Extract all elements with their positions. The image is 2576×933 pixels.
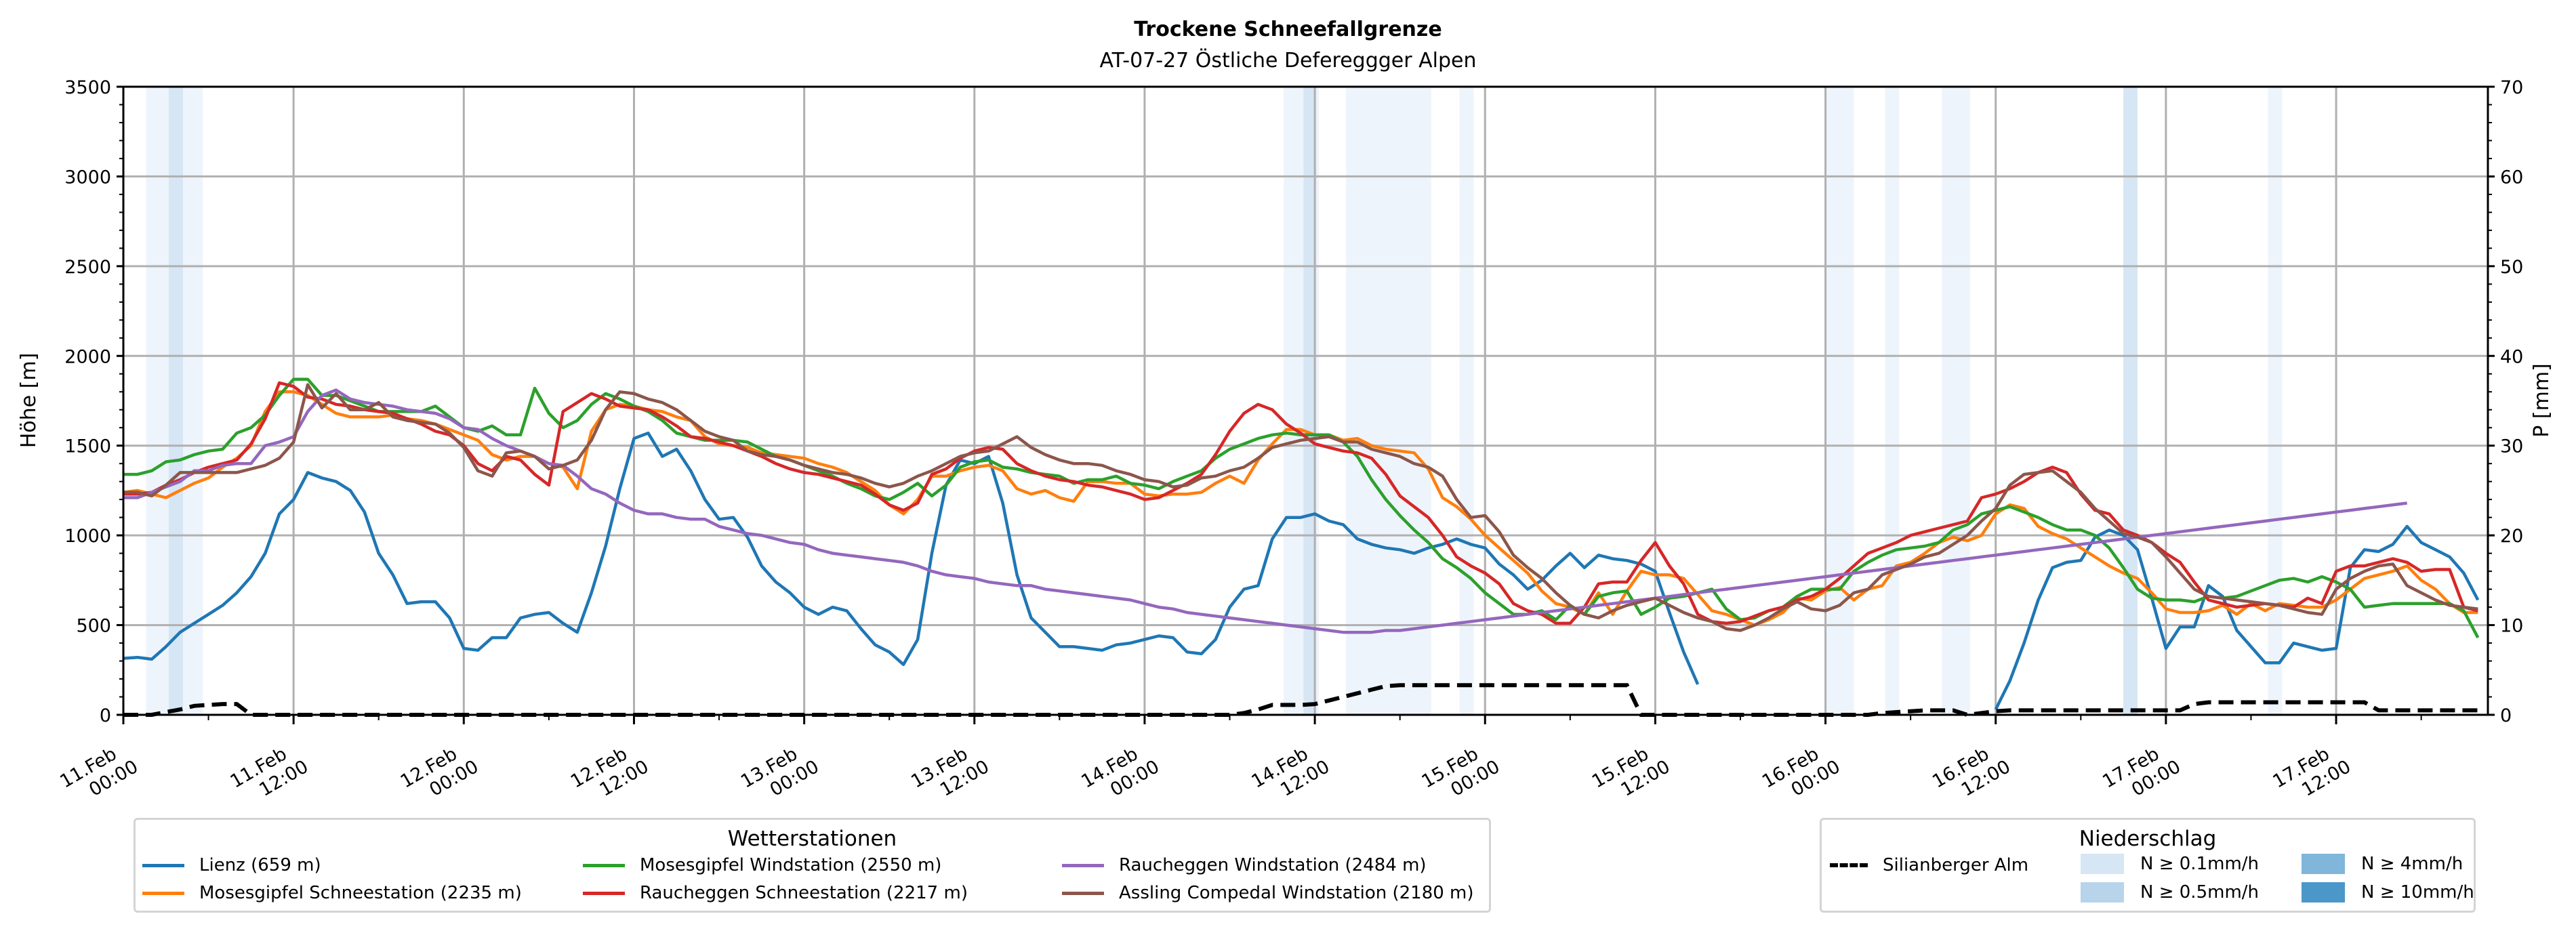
legend-swatch: [1062, 863, 1104, 867]
precip-band: [168, 87, 183, 715]
legend-stations-title: Wetterstationen: [727, 827, 897, 851]
plot-frame: [122, 85, 2489, 716]
legend-swatch: [583, 863, 625, 867]
legend-swatch: [1062, 891, 1104, 895]
legend-item-lienz: Lienz (659 m): [142, 855, 321, 875]
y-tick-label-right: 70: [2500, 77, 2523, 98]
legend-stations: Wetterstationen Lienz (659 m) Mosesgipfe…: [134, 818, 1491, 913]
legend-label: Mosesgipfel Schneestation (2235 m): [199, 883, 522, 903]
precip-band: [1942, 87, 1971, 715]
y-tick-label-left: 3000: [64, 167, 111, 188]
legend-label: N ≥ 10mm/h: [2361, 882, 2474, 903]
legend-label: Lienz (659 m): [199, 855, 321, 875]
series-lines: [123, 377, 2480, 718]
precip-band: [2123, 87, 2138, 715]
precip-band: [1459, 87, 1474, 715]
series-line-5: [123, 383, 2478, 632]
y-tick-label-left: 1000: [64, 526, 111, 547]
y-axis-label-left: Höhe [m]: [17, 353, 41, 449]
legend-item-mosesgipfel-windstation: Mosesgipfel Windstation (2550 m): [583, 855, 941, 875]
legend-swatch: [142, 863, 184, 867]
legend-precipitation-title: Niederschlag: [2079, 827, 2217, 851]
y-tick-label-left: 2000: [64, 346, 111, 367]
legend-label: Mosesgipfel Windstation (2550 m): [640, 855, 942, 875]
y-tick-label-right: 10: [2500, 616, 2523, 637]
y-tick-label-right: 50: [2500, 257, 2523, 278]
legend-precipitation: Niederschlag Silianberger Alm N ≥ 0.1mm/…: [1820, 818, 2476, 913]
legend-item-silianberger-alm: Silianberger Alm: [1830, 855, 2028, 875]
y-tick-label-right: 0: [2500, 705, 2512, 726]
chart-title: Trockene Schneefallgrenze: [1134, 18, 1442, 41]
legend-item-assling-compedal-windstation: Assling Compedal Windstation (2180 m): [1062, 883, 1474, 903]
legend-swatch-box: [2302, 854, 2345, 874]
legend-label: Assling Compedal Windstation (2180 m): [1119, 883, 1474, 903]
precip-band: [1825, 87, 1854, 715]
legend-label: N ≥ 0.5mm/h: [2140, 882, 2260, 903]
chart-subtitle: AT-07-27 Östliche Defereggger Alpen: [1099, 49, 1477, 72]
y-tick-label-left: 2500: [64, 257, 111, 278]
grid-lines: [123, 87, 2488, 715]
y-tick-label-right: 60: [2500, 167, 2523, 188]
legend-item-precip-10: N ≥ 10mm/h: [2302, 882, 2474, 903]
precip-band: [1303, 87, 1317, 715]
legend-swatch-box: [2081, 854, 2124, 874]
precipitation-bands: [146, 87, 2283, 715]
legend-item-precip-4: N ≥ 4mm/h: [2302, 854, 2463, 874]
legend-item-precip-0-5: N ≥ 0.5mm/h: [2081, 882, 2259, 903]
legend-swatch: [142, 891, 184, 895]
y-tick-label-right: 40: [2500, 346, 2523, 367]
legend-swatch-dashed: [1830, 863, 1868, 867]
y-tick-label-right: 30: [2500, 436, 2523, 457]
precip-band: [2268, 87, 2283, 715]
legend-label: N ≥ 4mm/h: [2361, 854, 2463, 874]
legend-label: Silianberger Alm: [1883, 855, 2029, 875]
series-line-4: [123, 388, 2407, 634]
y-tick-label-right: 20: [2500, 526, 2523, 547]
y-tick-label-left: 3500: [64, 77, 111, 98]
legend-swatch: [583, 891, 625, 895]
legend-label: N ≥ 0.1mm/h: [2140, 854, 2260, 874]
precip-band: [1346, 87, 1431, 715]
legend-item-precip-0-1: N ≥ 0.1mm/h: [2081, 854, 2259, 874]
precip-band: [1885, 87, 1900, 715]
legend-label: Raucheggen Schneestation (2217 m): [640, 883, 968, 903]
legend-item-mosesgipfel-schneestation: Mosesgipfel Schneestation (2235 m): [142, 883, 522, 903]
legend-label: Raucheggen Windstation (2484 m): [1119, 855, 1427, 875]
chart-plot: 0 500 1000 1500 2000 2500 3000 3500 0 10 20 30 40 50 6…: [17, 77, 2554, 801]
legend-swatch-box: [2081, 882, 2124, 903]
y-tick-label-left: 1500: [64, 436, 111, 457]
series-line-0: [123, 431, 2480, 711]
y-axis-label-right: P [mm]: [2530, 363, 2554, 437]
y-tick-label-left: 0: [100, 705, 111, 726]
legend-swatch-box: [2302, 882, 2345, 903]
legend-item-raucheggen-windstation: Raucheggen Windstation (2484 m): [1062, 855, 1427, 875]
legend-item-raucheggen-schneestation: Raucheggen Schneestation (2217 m): [583, 883, 968, 903]
y-tick-label-left: 500: [76, 616, 111, 637]
